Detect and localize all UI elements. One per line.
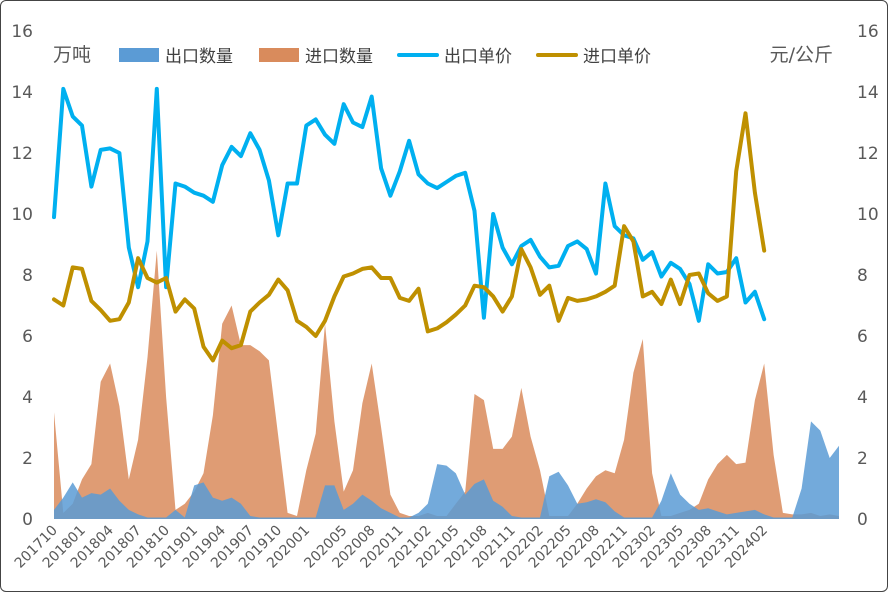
right-axis-ticks: 0 2 4 6 8 10 12 14 16 — [857, 22, 879, 530]
x-axis-ticks: 2017102018012018042018072018102019012019… — [12, 522, 771, 571]
area-export-qty — [54, 421, 839, 519]
right-axis-unit: 元/公斤 — [770, 44, 833, 66]
right-tick-label: 4 — [857, 388, 868, 408]
left-tick-label: 4 — [22, 388, 33, 408]
right-tick-label: 8 — [857, 266, 868, 286]
left-tick-label: 16 — [11, 22, 33, 42]
legend: 出口数量 进口数量 出口单价 进口单价 — [119, 47, 651, 67]
left-tick-label: 0 — [22, 510, 33, 530]
left-tick-label: 14 — [11, 83, 33, 103]
line-export-price — [52, 86, 767, 323]
legend-label-import-qty: 进口数量 — [305, 47, 373, 67]
legend-label-import-price: 进口单价 — [583, 47, 651, 67]
area-import-qty — [54, 250, 839, 519]
right-tick-label: 2 — [857, 449, 868, 469]
right-tick-label: 10 — [857, 205, 879, 225]
left-axis-ticks: 0 2 4 6 8 10 12 14 16 — [11, 22, 33, 530]
left-tick-label: 10 — [11, 205, 33, 225]
right-tick-label: 6 — [857, 327, 868, 347]
left-axis-unit: 万吨 — [53, 44, 91, 66]
legend-swatch-export-qty — [119, 48, 159, 62]
legend-label-export-price: 出口单价 — [444, 47, 512, 67]
left-tick-label: 6 — [22, 327, 33, 347]
right-tick-label: 14 — [857, 83, 879, 103]
line-import-price — [52, 111, 767, 363]
legend-label-export-qty: 出口数量 — [165, 47, 233, 67]
left-tick-label: 12 — [11, 144, 33, 164]
line-series-layer — [52, 86, 767, 363]
right-tick-label: 0 — [857, 510, 868, 530]
left-tick-label: 8 — [22, 266, 33, 286]
legend-swatch-import-qty — [259, 48, 299, 62]
left-tick-label: 2 — [22, 449, 33, 469]
area-series-layer — [54, 250, 839, 519]
right-tick-label: 12 — [857, 144, 879, 164]
right-tick-label: 16 — [857, 22, 879, 42]
